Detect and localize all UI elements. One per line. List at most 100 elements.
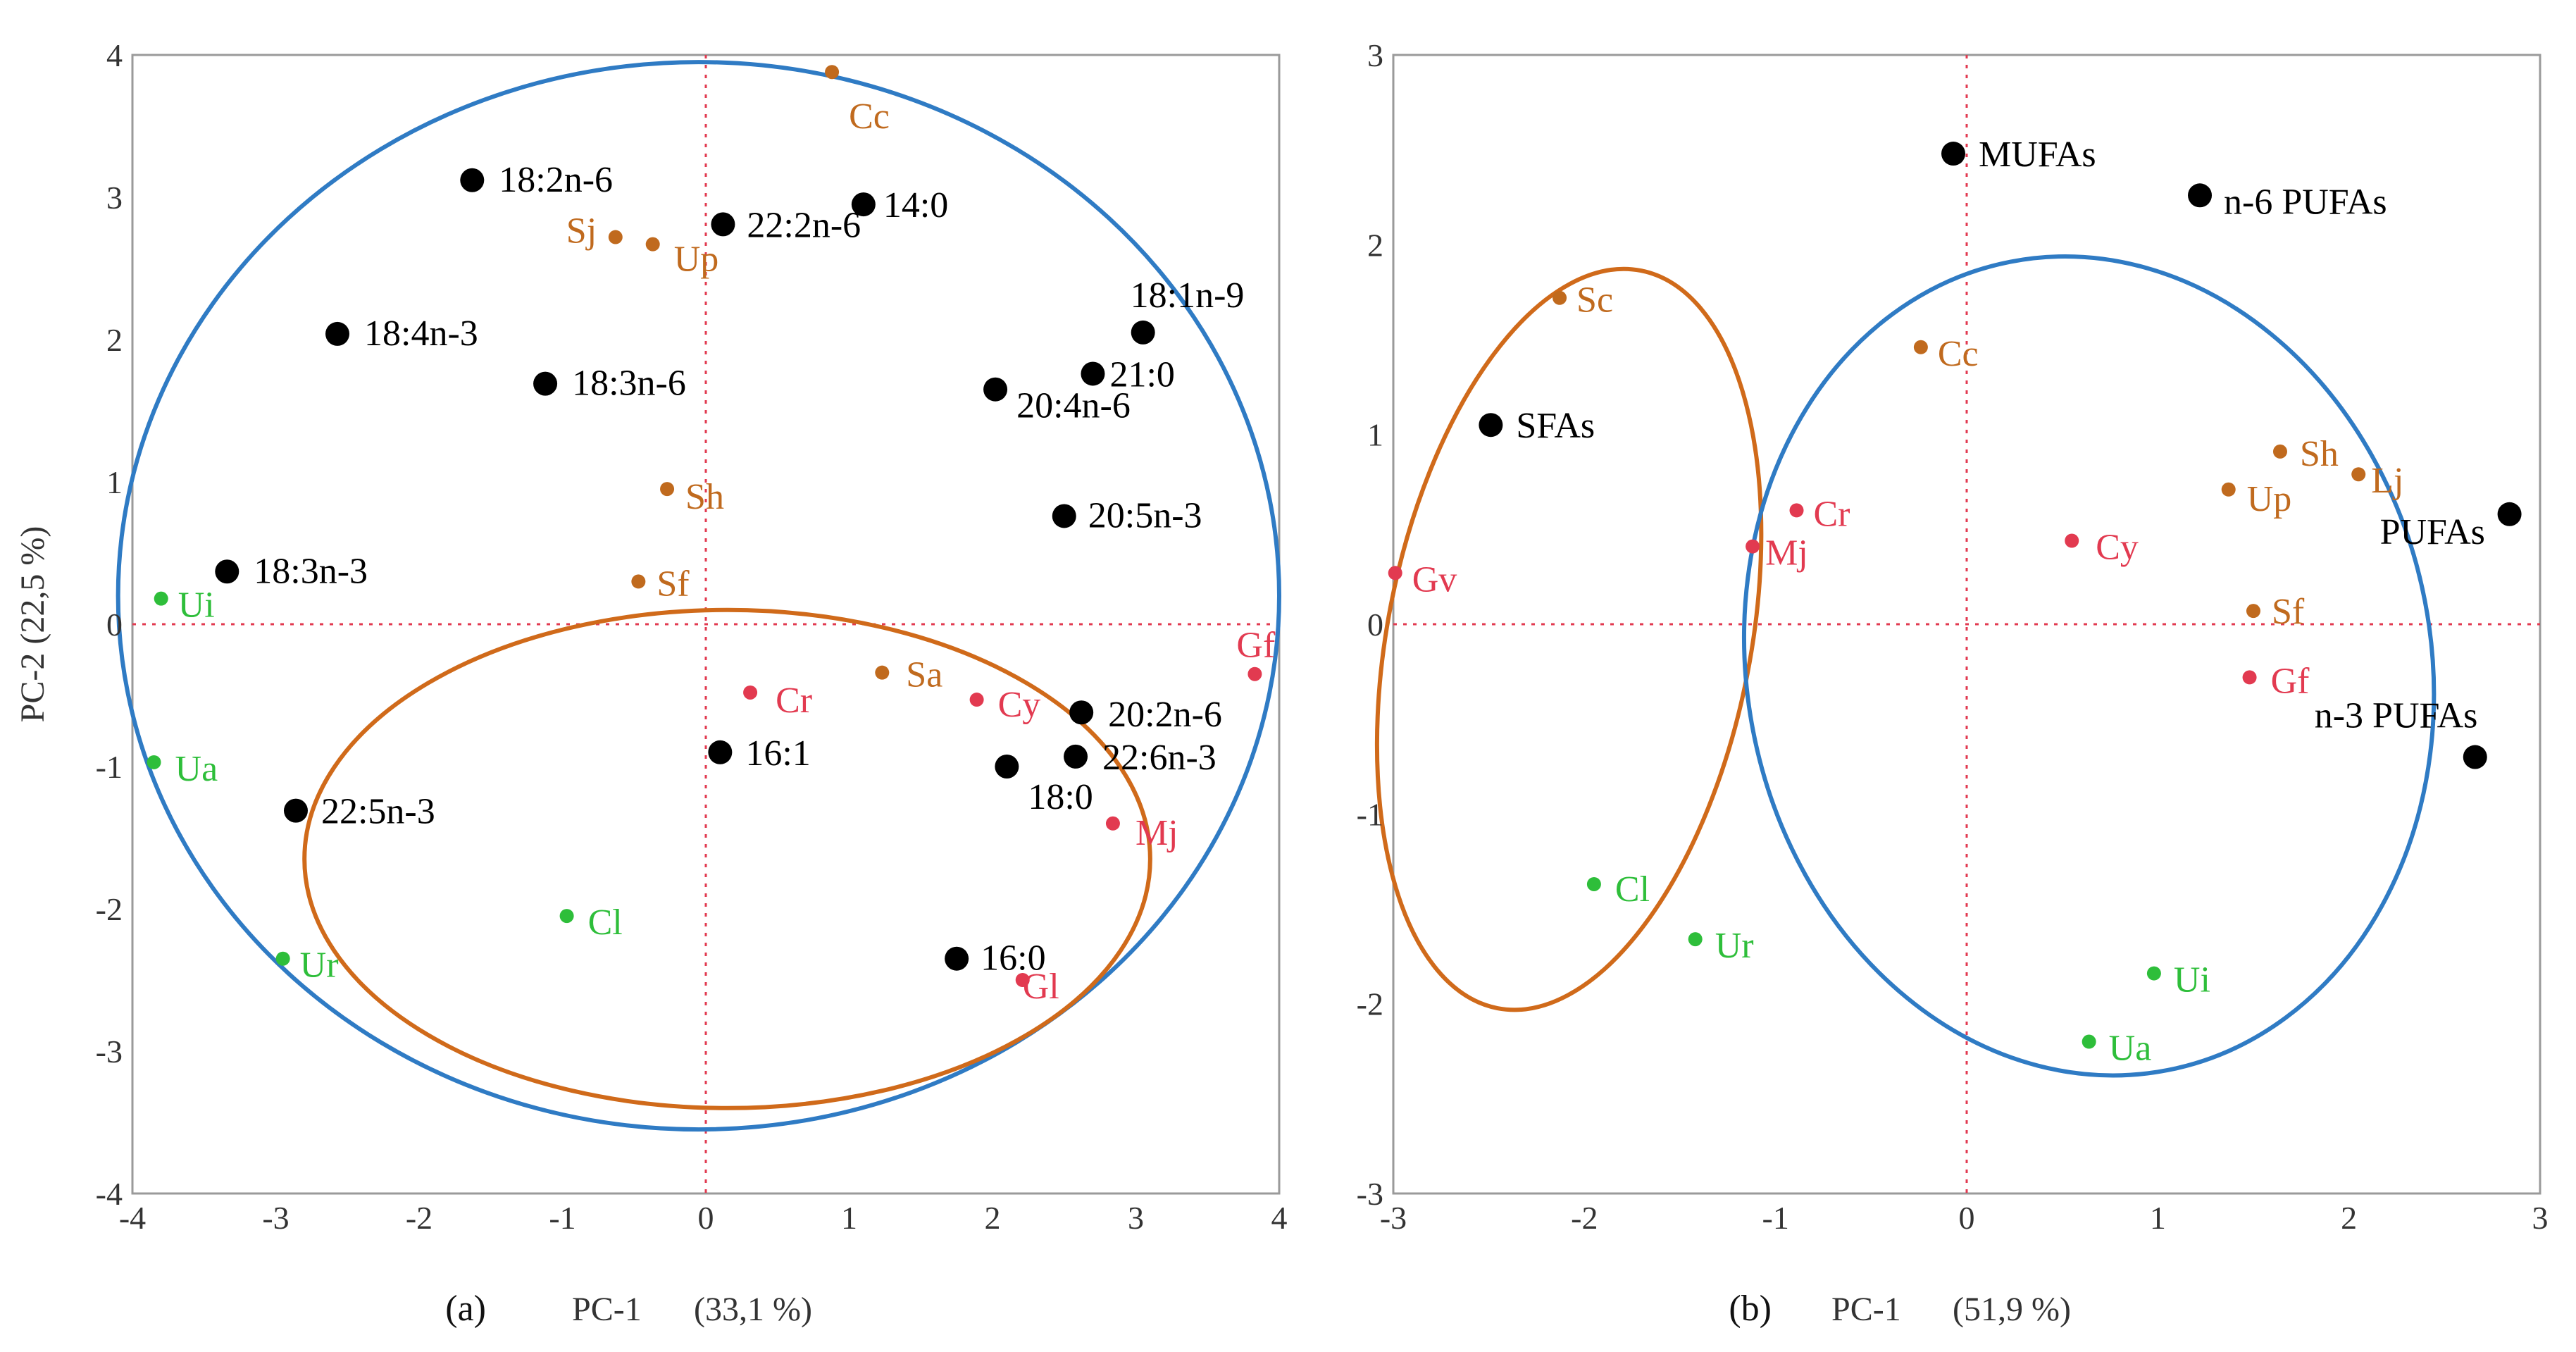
data-point: [945, 946, 969, 971]
point-label: 18:4n-3: [364, 314, 478, 354]
data-point: [660, 482, 675, 497]
y-tick-label: -1: [96, 749, 123, 785]
point-label: 22:2n-6: [747, 205, 861, 245]
panel-a-ellipses: [116, 60, 1281, 1132]
point-label: Mj: [1765, 533, 1808, 573]
point-label: Ur: [1715, 926, 1754, 966]
point-label: Sf: [2272, 592, 2305, 632]
y-tick-label: 0: [106, 607, 123, 643]
point-label: Sj: [566, 211, 597, 252]
data-point: [559, 909, 574, 924]
data-point: [533, 371, 558, 396]
point-label: Up: [2247, 479, 2292, 519]
data-point: [708, 740, 733, 764]
y-tick-label: -3: [96, 1034, 123, 1069]
y-tick-label: -2: [1357, 986, 1383, 1022]
point-label: Gv: [1412, 559, 1457, 600]
data-point: [2221, 482, 2236, 497]
y-tick-label: -3: [1357, 1176, 1383, 1212]
data-point: [1131, 320, 1155, 345]
point-label: 22:6n-3: [1102, 738, 1217, 778]
panel-b-plot: MUFAs n-6 PUFAs SFAs PUFAs n-3 PUFAs Sc Cc Sh Lj…: [1357, 37, 2549, 1329]
cluster-ellipse-blue: [116, 60, 1281, 1132]
point-label: 20:4n-6: [1016, 386, 1131, 426]
panel-b-label: (b): [1729, 1289, 1772, 1329]
point-label: MUFAs: [1979, 135, 2096, 175]
data-point: [825, 65, 840, 80]
panel-a-x-ticks: -4 -3 -2 -1 0 1 2 3 4: [119, 1200, 1288, 1236]
point-label: 18:2n-6: [499, 160, 613, 200]
point-label: Cl: [588, 903, 623, 943]
panel-b-x-axis-title: PC-1: [1831, 1291, 1901, 1328]
data-point: [995, 755, 1019, 779]
data-point: [2463, 745, 2487, 769]
data-point: [1586, 876, 1601, 891]
point-label: 18:3n-3: [254, 551, 368, 591]
data-point: [2242, 670, 2257, 685]
data-point: [1789, 503, 1804, 518]
y-tick-label: -1: [1357, 796, 1383, 832]
data-point: [2351, 467, 2366, 482]
panel-a-zero-lines: [132, 55, 1279, 1193]
x-tick-label: -3: [1380, 1200, 1407, 1236]
data-point: [1247, 666, 1262, 681]
point-label: n-6 PUFAs: [2224, 182, 2387, 222]
x-tick-label: 2: [985, 1200, 1001, 1236]
point-label: Sa: [906, 655, 942, 695]
point-label: 16:1: [745, 733, 810, 774]
point-label: Cc: [849, 97, 890, 137]
panel-a-y-axis-title: PC-2 (22,5 %): [14, 526, 51, 723]
point-label: Sf: [657, 564, 690, 604]
y-tick-label: 3: [106, 180, 123, 216]
point-label: Sc: [1576, 280, 1613, 321]
panel-b-x-ticks: -3 -2 -1 0 1 2 3: [1380, 1200, 2549, 1236]
data-point: [147, 755, 161, 769]
data-point: [2065, 533, 2079, 548]
data-point: [2082, 1034, 2096, 1049]
point-label: 22:5n-3: [321, 792, 435, 832]
point-label: Cr: [776, 681, 812, 721]
point-label: Ua: [175, 749, 218, 789]
y-tick-label: -4: [96, 1176, 123, 1212]
point-label: Gf: [1236, 626, 1276, 666]
data-point: [325, 321, 350, 346]
panel-a-x-axis-percent: (33,1 %): [694, 1291, 812, 1328]
data-point: [1105, 816, 1120, 831]
data-point: [460, 168, 485, 192]
panel-b-zero-lines: [1393, 55, 2540, 1193]
y-tick-label: 3: [1367, 37, 1383, 73]
panel-b-y-ticks: 3 2 1 0 -1 -2 -3: [1357, 37, 1383, 1212]
cluster-ellipse-blue: [1742, 254, 2437, 1078]
data-point: [1941, 142, 1966, 166]
point-label: Cr: [1814, 494, 1850, 534]
point-label: Ui: [178, 585, 215, 626]
point-label: SFAs: [1516, 406, 1595, 446]
data-point: [2272, 444, 2287, 459]
data-point: [1688, 932, 1703, 947]
panel-a-x-axis-title: PC-1: [572, 1291, 642, 1328]
data-point: [1913, 340, 1928, 354]
x-tick-label: -1: [1762, 1200, 1789, 1236]
data-point: [1553, 290, 1567, 305]
point-label: 18:3n-6: [572, 364, 686, 404]
y-tick-label: 4: [106, 37, 123, 73]
data-point: [2146, 966, 2161, 981]
data-point: [283, 798, 308, 823]
data-point: [2246, 604, 2260, 619]
point-label: Gf: [2271, 661, 2310, 701]
data-point: [275, 951, 290, 966]
data-point: [875, 665, 890, 680]
y-tick-label: 2: [1367, 227, 1383, 263]
panel-a-y-ticks: 4 3 2 1 0 -1 -2 -3 -4: [96, 37, 123, 1212]
point-label: Mj: [1135, 813, 1178, 853]
panel-b-ellipses: [1374, 254, 2437, 1078]
point-label: Cy: [998, 685, 1041, 725]
point-label: 20:2n-6: [1108, 695, 1222, 735]
point-label: 16:0: [981, 938, 1045, 979]
point-label: Ua: [2109, 1029, 2152, 1069]
data-point: [608, 230, 623, 244]
x-tick-label: 0: [698, 1200, 714, 1236]
x-tick-label: 3: [2532, 1200, 2549, 1236]
data-point: [851, 192, 876, 217]
